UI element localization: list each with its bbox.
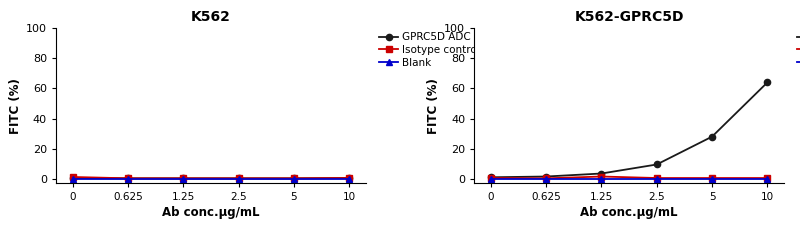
Title: K562-GPRC5D: K562-GPRC5D: [574, 10, 684, 24]
Title: K562: K562: [191, 10, 231, 24]
Legend: GPRC5D ADC BMK, Isotype control, Blank: GPRC5D ADC BMK, Isotype control, Blank: [795, 30, 800, 70]
Y-axis label: FITC (%): FITC (%): [427, 78, 440, 134]
X-axis label: Ab conc.μg/mL: Ab conc.μg/mL: [580, 207, 678, 219]
Legend: GPRC5D ADC BMK, Isotype control, Blank: GPRC5D ADC BMK, Isotype control, Blank: [377, 30, 499, 70]
X-axis label: Ab conc.μg/mL: Ab conc.μg/mL: [162, 207, 260, 219]
Y-axis label: FITC (%): FITC (%): [9, 78, 22, 134]
